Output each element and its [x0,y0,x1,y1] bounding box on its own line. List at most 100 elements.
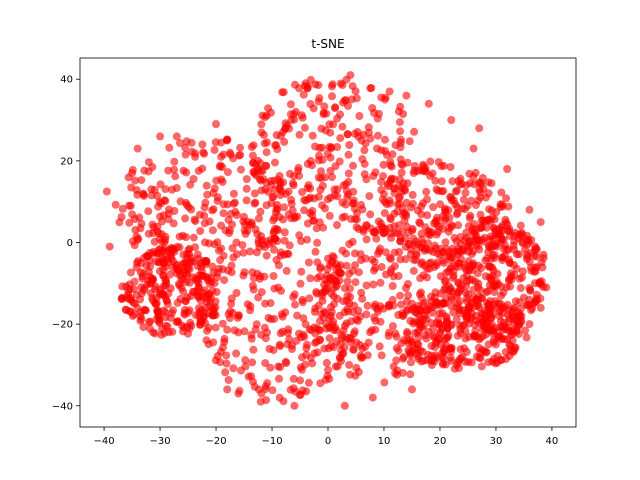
data-point [503,165,512,173]
data-point [280,203,288,212]
data-point [429,203,438,212]
data-point [505,231,514,240]
data-point [381,147,390,155]
data-point [225,226,234,235]
data-point [452,315,461,324]
data-point [276,248,285,257]
data-point [340,401,349,410]
data-point [211,138,220,147]
data-point [358,294,367,303]
data-point [198,164,207,173]
data-point [340,343,349,352]
data-point [279,88,288,97]
data-point [449,308,458,317]
data-point [286,100,295,109]
data-point [388,322,397,331]
data-point [320,344,329,353]
x-tick-label: 40 [546,436,559,447]
data-point [402,284,410,292]
data-point [381,135,389,144]
data-point [256,272,265,281]
data-point [181,150,190,159]
data-point [300,123,309,132]
data-point [335,157,344,166]
data-point [362,235,371,244]
data-point [511,297,520,306]
data-point [269,272,278,280]
data-point [417,259,426,268]
data-point [281,125,289,134]
data-point [339,326,348,335]
data-point [268,238,277,247]
data-point [397,168,406,177]
data-point [400,209,409,217]
data-point [444,206,453,215]
data-point [126,201,135,210]
data-point [422,315,431,323]
data-point [476,210,485,219]
x-tick-label: −20 [205,436,226,447]
data-point [427,351,436,360]
data-point [360,170,369,179]
x-tick-label: −10 [261,436,282,447]
data-point [343,291,352,300]
data-point [421,298,430,307]
data-point [484,358,493,367]
data-point [295,171,303,180]
data-point [512,264,521,273]
data-point [475,245,484,254]
data-point [325,334,334,343]
data-point [435,222,444,231]
data-point [291,387,300,396]
data-point [168,263,177,272]
data-point [285,241,294,250]
data-point [365,192,374,201]
data-point [167,254,176,263]
data-point [430,333,439,342]
data-point [409,169,418,177]
data-point [332,282,340,291]
data-point [137,219,146,228]
data-point [415,320,424,329]
data-point [324,366,332,374]
data-point [396,175,404,184]
data-point [247,218,256,227]
data-point [214,246,223,255]
data-point [478,293,486,302]
data-point [377,93,386,102]
data-point [153,307,162,316]
data-point [463,201,472,210]
data-point [352,215,361,224]
data-point [299,314,308,323]
data-point [477,264,486,272]
data-point [377,185,386,194]
data-point [268,386,277,395]
data-point [451,200,460,209]
data-point [208,226,217,235]
data-point [294,163,303,172]
data-point [505,306,513,315]
data-point [317,310,326,319]
data-point [386,229,395,238]
data-point [156,132,165,141]
data-point [447,356,456,365]
data-point [448,273,457,282]
data-point [360,146,369,155]
data-point [267,108,275,117]
data-point [343,277,352,286]
data-point [176,139,184,147]
data-point [146,279,155,288]
data-point [391,329,400,338]
data-point [356,250,365,259]
data-point [508,336,517,345]
data-point [222,359,231,368]
data-point [305,325,314,334]
data-point [381,248,390,257]
data-point [261,334,270,343]
data-point [336,353,345,362]
data-point [391,369,400,378]
data-point [342,187,351,196]
data-point [236,151,245,159]
data-point [254,214,263,223]
data-point [243,300,252,309]
